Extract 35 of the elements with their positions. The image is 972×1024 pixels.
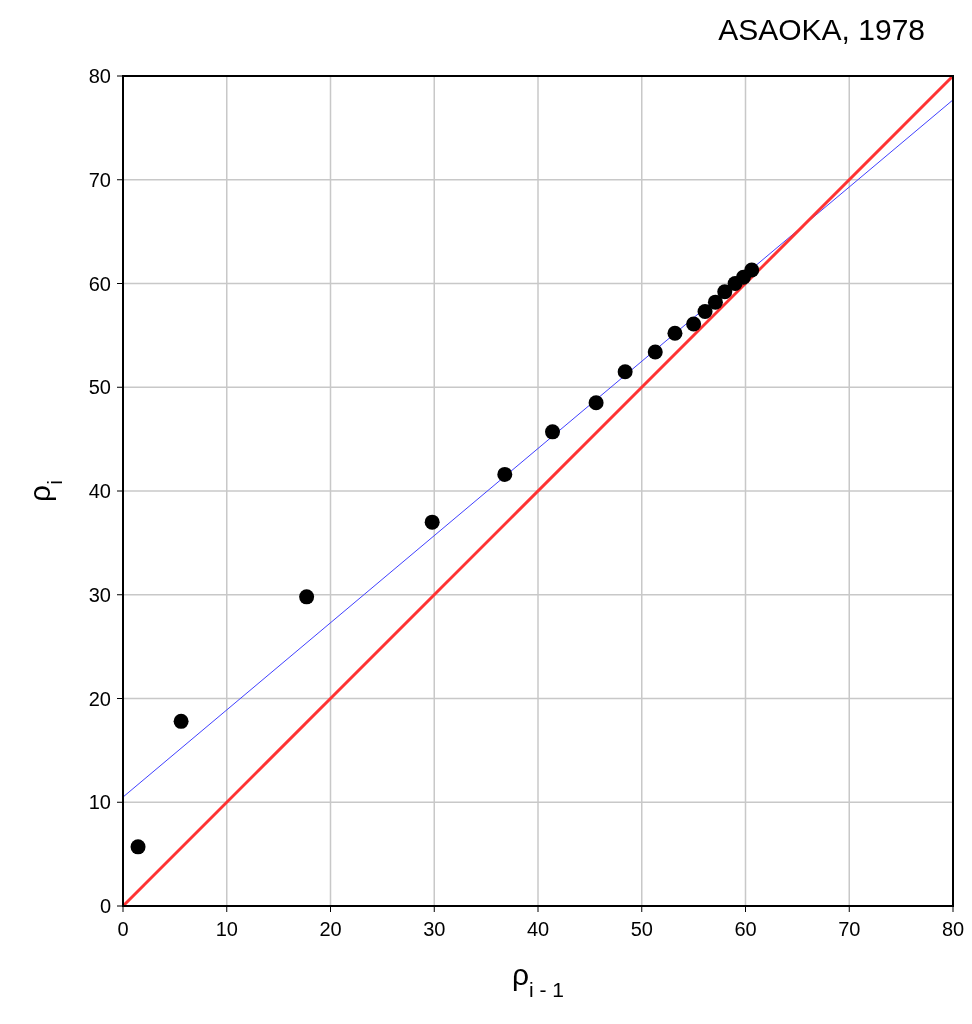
x-tick-label: 60 bbox=[734, 918, 757, 940]
chart-title: ASAOKA, 1978 bbox=[718, 13, 925, 46]
y-tick-label: 0 bbox=[99, 895, 111, 917]
y-tick-label: 40 bbox=[88, 480, 111, 502]
x-tick-label: 20 bbox=[319, 918, 342, 940]
y-tick-label: 60 bbox=[88, 272, 111, 295]
point bbox=[497, 466, 513, 482]
x-axis-title: ρ$_{i - 1}$ bbox=[511, 958, 565, 1001]
point bbox=[717, 284, 733, 300]
point bbox=[686, 316, 702, 332]
point bbox=[617, 364, 633, 380]
point bbox=[299, 589, 315, 605]
point bbox=[130, 839, 146, 855]
point bbox=[545, 424, 561, 440]
y-tick-label: 10 bbox=[88, 791, 111, 814]
y-tick-label: 50 bbox=[88, 376, 111, 399]
x-tick-label: 50 bbox=[630, 918, 653, 940]
point bbox=[667, 325, 683, 341]
y-tick-label: 30 bbox=[88, 583, 111, 606]
x-tick-label: 70 bbox=[838, 918, 861, 940]
point bbox=[424, 514, 440, 530]
y-tick-label: 80 bbox=[88, 65, 111, 87]
point bbox=[173, 713, 189, 729]
point bbox=[697, 304, 713, 320]
point bbox=[588, 395, 604, 411]
point bbox=[647, 344, 663, 360]
y-tick-label: 20 bbox=[88, 687, 111, 710]
x-tick-label: 10 bbox=[215, 918, 238, 940]
x-tick-label: 40 bbox=[526, 918, 550, 940]
point bbox=[707, 294, 723, 310]
y-tick-label: 70 bbox=[88, 168, 111, 191]
x-tick-label: 80 bbox=[941, 918, 965, 940]
point bbox=[744, 262, 760, 278]
x-tick-label: 30 bbox=[423, 918, 446, 940]
x-tick-label: 0 bbox=[117, 918, 129, 940]
